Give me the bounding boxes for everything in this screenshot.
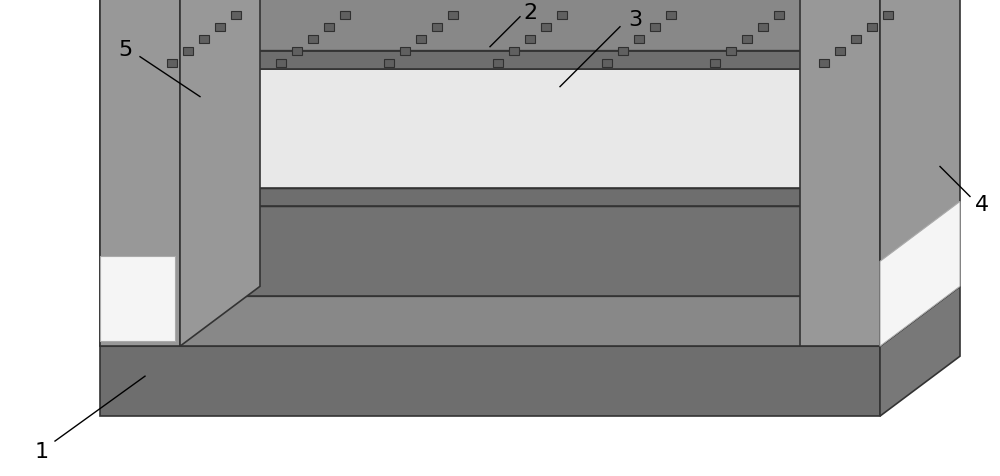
Polygon shape [432,24,442,31]
Polygon shape [100,0,180,347]
Polygon shape [340,12,350,20]
Polygon shape [867,24,877,31]
Polygon shape [634,36,644,44]
Polygon shape [883,12,893,20]
Polygon shape [231,12,241,20]
Polygon shape [870,129,950,207]
Polygon shape [167,60,177,68]
Polygon shape [710,60,720,68]
Text: 5: 5 [118,40,132,60]
Text: 1: 1 [35,441,49,461]
Polygon shape [650,24,660,31]
Text: 2: 2 [523,3,537,23]
Polygon shape [835,48,845,56]
Polygon shape [880,202,960,347]
Polygon shape [602,60,612,68]
Polygon shape [525,36,535,44]
Polygon shape [851,36,861,44]
Polygon shape [870,0,950,69]
Polygon shape [110,10,950,69]
Polygon shape [384,60,394,68]
Polygon shape [870,147,950,297]
Polygon shape [292,48,302,56]
Polygon shape [509,48,519,56]
Polygon shape [199,36,209,44]
Polygon shape [774,12,784,20]
Polygon shape [110,189,870,207]
Polygon shape [110,0,950,51]
Polygon shape [110,297,870,347]
Polygon shape [180,0,260,347]
Polygon shape [100,257,175,341]
Text: 3: 3 [628,10,642,30]
Polygon shape [666,12,676,20]
Text: 4: 4 [975,195,989,215]
Polygon shape [800,0,880,347]
Polygon shape [324,24,334,31]
Polygon shape [819,60,829,68]
Polygon shape [557,12,567,20]
Polygon shape [400,48,410,56]
Polygon shape [870,10,950,189]
Polygon shape [493,60,503,68]
Polygon shape [110,51,870,69]
Polygon shape [215,24,225,31]
Polygon shape [110,147,950,207]
Polygon shape [758,24,768,31]
Polygon shape [100,287,960,347]
Polygon shape [618,48,628,56]
Polygon shape [448,12,458,20]
Polygon shape [110,207,870,297]
Polygon shape [880,287,960,416]
Polygon shape [880,0,960,347]
Polygon shape [308,36,318,44]
Polygon shape [110,69,870,189]
Polygon shape [416,36,426,44]
Polygon shape [742,36,752,44]
Polygon shape [726,48,736,56]
Polygon shape [870,237,950,347]
Polygon shape [541,24,551,31]
Polygon shape [276,60,286,68]
Polygon shape [100,0,180,347]
Polygon shape [110,129,950,189]
Polygon shape [100,347,880,416]
Polygon shape [110,237,950,297]
Polygon shape [183,48,193,56]
